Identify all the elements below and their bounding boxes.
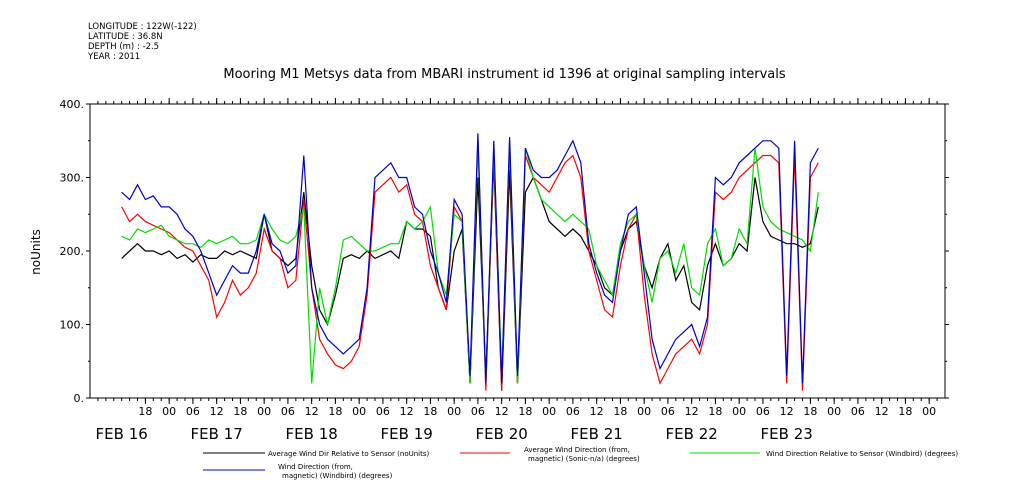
x-tick-label: 00 xyxy=(257,405,271,418)
series-line-3 xyxy=(121,140,819,384)
x-tick-label: 00 xyxy=(352,405,366,418)
x-tick-label: 12 xyxy=(780,405,794,418)
x-tick-label: 06 xyxy=(281,405,295,418)
x-day-label: FEB 19 xyxy=(381,425,433,443)
x-tick-label: 06 xyxy=(661,405,675,418)
series-line-2 xyxy=(121,140,819,391)
x-tick-label: 00 xyxy=(162,405,176,418)
year-text: YEAR : 2011 xyxy=(88,52,141,62)
x-tick-label: 00 xyxy=(922,405,936,418)
x-tick-label: 00 xyxy=(827,405,841,418)
y-tick-label: 100. xyxy=(60,319,85,332)
x-tick-label: 06 xyxy=(471,405,485,418)
axes-layer: 0. 100. 200. 300. 400. 18 00 06 12 18 00 06 12 18 00 06… xyxy=(60,98,949,443)
x-day-label: FEB 21 xyxy=(571,425,623,443)
y-tick-label: 300. xyxy=(60,172,85,185)
latitude-text: LATITUDE : 36.8N xyxy=(88,32,163,42)
y-tick-label: 0. xyxy=(74,392,85,405)
x-tick-label: 00 xyxy=(447,405,461,418)
x-tick-label: 06 xyxy=(566,405,580,418)
x-day-label: FEB 20 xyxy=(476,425,528,443)
x-day-label: FEB 18 xyxy=(286,425,338,443)
x-tick-label: 00 xyxy=(542,405,556,418)
x-tick-label: 06 xyxy=(186,405,200,418)
legend-label-2b: magnetic) (Sonic-n/a) (degrees) xyxy=(528,455,640,463)
x-tick-label: 18 xyxy=(803,405,817,418)
x-tick-label: 12 xyxy=(495,405,509,418)
x-tick-label: 18 xyxy=(423,405,437,418)
x-tick-label: 12 xyxy=(305,405,319,418)
x-day-label: FEB 23 xyxy=(761,425,813,443)
x-tick-label: 18 xyxy=(233,405,247,418)
longitude-text: LONGITUDE : 122W(-122) xyxy=(88,22,197,32)
depth-text: DEPTH (m) : -2.5 xyxy=(88,42,160,52)
x-tick-label: 00 xyxy=(732,405,746,418)
legend-label-4b: magnetic) (Windbird) (degrees) xyxy=(282,472,393,480)
x-tick-label: 06 xyxy=(376,405,390,418)
x-tick-label: 18 xyxy=(708,405,722,418)
x-tick-label: 18 xyxy=(613,405,627,418)
x-day-label: FEB 16 xyxy=(96,425,148,443)
x-day-label: FEB 17 xyxy=(191,425,243,443)
legend-label-2a: Average Wind Direction (from, xyxy=(524,446,630,454)
series-line-4 xyxy=(121,133,819,384)
x-tick-label: 00 xyxy=(637,405,651,418)
chart-title: Mooring M1 Metsys data from MBARI instru… xyxy=(223,67,786,82)
x-tick-label: 18 xyxy=(898,405,912,418)
x-tick-label: 12 xyxy=(875,405,889,418)
series-layer xyxy=(121,133,819,391)
legend: Average Wind Dir Relative to Sensor (noU… xyxy=(203,446,958,480)
y-axis-label: noUnits xyxy=(29,229,43,275)
x-tick-label: 12 xyxy=(685,405,699,418)
x-tick-label: 06 xyxy=(756,405,770,418)
x-tick-label: 18 xyxy=(138,405,152,418)
x-tick-label: 18 xyxy=(518,405,532,418)
x-tick-label: 12 xyxy=(210,405,224,418)
metadata-block: LONGITUDE : 122W(-122) LATITUDE : 36.8N … xyxy=(88,22,197,62)
x-tick-label: 12 xyxy=(590,405,604,418)
legend-label-4a: Wind Direction (from, xyxy=(278,463,353,471)
legend-label-1: Average Wind Dir Relative to Sensor (noU… xyxy=(268,450,429,458)
x-day-label: FEB 22 xyxy=(666,425,718,443)
legend-label-3: Wind Direction Relative to Sensor (Windb… xyxy=(766,450,958,458)
y-tick-label: 200. xyxy=(60,245,85,258)
x-tick-label: 06 xyxy=(851,405,865,418)
x-tick-label: 12 xyxy=(400,405,414,418)
x-tick-label: 18 xyxy=(328,405,342,418)
plot-frame xyxy=(89,103,946,399)
y-tick-label: 400. xyxy=(60,98,85,111)
